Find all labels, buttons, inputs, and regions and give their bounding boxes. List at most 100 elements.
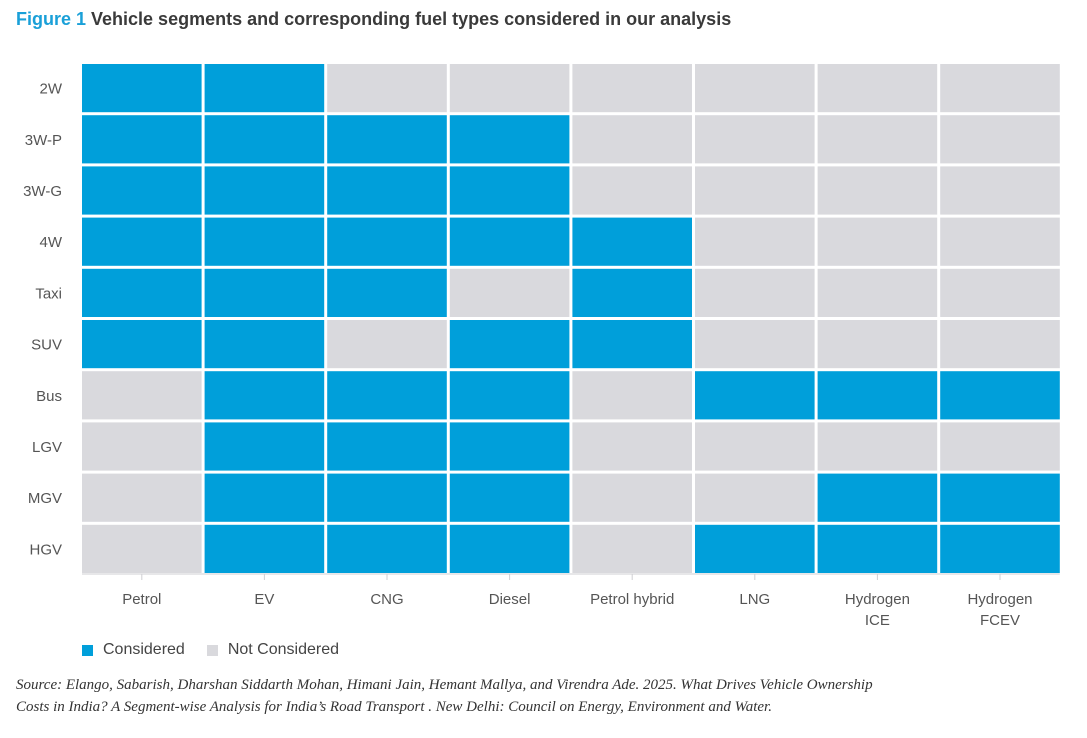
heatmap-cell	[449, 371, 570, 420]
heatmap-cell	[572, 320, 692, 369]
heatmap-cell	[572, 524, 692, 573]
heatmap-cell	[940, 473, 1060, 522]
heatmap-cell	[327, 422, 447, 471]
heatmap-chart: 2W 3W-P 3W-G 4W Taxi SUV Bus LGV MGV HGV Petrol EV C…	[23, 64, 1060, 629]
heatmap-cell	[817, 422, 938, 471]
heatmap-cell	[327, 473, 447, 522]
heatmap-cell	[817, 320, 938, 369]
heatmap-cell	[695, 217, 815, 266]
row-label: HGV	[29, 541, 62, 558]
heatmap-cell	[204, 524, 325, 573]
heatmap-cell	[817, 115, 938, 164]
heatmap-cell	[817, 217, 938, 266]
heatmap-cell	[449, 217, 570, 266]
heatmap-cell	[82, 268, 202, 317]
legend-item-not-considered: Not Considered	[206, 641, 339, 659]
column-label: Petrol hybrid	[590, 591, 674, 608]
row-label: MGV	[28, 490, 62, 507]
heatmap-cell	[940, 268, 1060, 317]
heatmap-cell	[449, 524, 570, 573]
column-label: ICE	[865, 612, 890, 629]
row-label: 3W-P	[25, 132, 62, 149]
heatmap-cell	[204, 371, 325, 420]
heatmap-cell	[572, 166, 692, 215]
column-label: Petrol	[122, 591, 161, 608]
heatmap-cell	[327, 320, 447, 369]
source-note: Source: Elango, Sabarish, Dharshan Sidda…	[16, 677, 873, 715]
heatmap-cell	[204, 217, 325, 266]
row-label: 3W-G	[23, 183, 62, 200]
heatmap-cell	[204, 64, 325, 113]
heatmap-cell	[940, 64, 1060, 113]
column-label: CNG	[370, 591, 403, 608]
heatmap-cell	[572, 422, 692, 471]
heatmap-cell	[940, 422, 1060, 471]
row-label: 2W	[40, 81, 63, 98]
heatmap-cell	[204, 320, 325, 369]
heatmap-cell	[940, 166, 1060, 215]
row-label: 4W	[40, 234, 63, 251]
heatmap-cell	[572, 64, 692, 113]
heatmap-cell	[82, 422, 202, 471]
heatmap-cell	[572, 268, 692, 317]
heatmap-cell	[940, 115, 1060, 164]
figure-title: Figure 1 Vehicle segments and correspondi…	[16, 9, 731, 30]
heatmap-cell	[82, 371, 202, 420]
heatmap-cell	[449, 166, 570, 215]
heatmap-cell	[82, 524, 202, 573]
heatmap-cell	[817, 166, 938, 215]
heatmap-cell	[327, 371, 447, 420]
heatmap-cell	[940, 320, 1060, 369]
column-label: EV	[254, 591, 274, 608]
heatmap-cell	[695, 524, 815, 573]
heatmap-cell	[449, 268, 570, 317]
heatmap-cell	[82, 320, 202, 369]
column-label: Hydrogen	[967, 591, 1032, 608]
heatmap-cell	[449, 320, 570, 369]
heatmap-cell	[204, 268, 325, 317]
heatmap-cell	[327, 268, 447, 317]
column-label: FCEV	[980, 612, 1020, 629]
heatmap-cell	[204, 115, 325, 164]
column-label: Hydrogen	[845, 591, 910, 608]
heatmap-cell	[449, 422, 570, 471]
figure-number: Figure 1	[16, 9, 87, 29]
legend: Considered Not Considered	[82, 641, 361, 659]
row-label: Bus	[36, 388, 62, 405]
heatmap-cell	[327, 524, 447, 573]
heatmap-cell	[817, 371, 938, 420]
heatmap-cell	[204, 166, 325, 215]
heatmap-cell	[327, 217, 447, 266]
heatmap-cell	[82, 115, 202, 164]
row-label: LGV	[32, 439, 62, 456]
heatmap-cell	[327, 64, 447, 113]
heatmap-cell	[449, 115, 570, 164]
heatmap-cell	[449, 473, 570, 522]
legend-label-considered: Considered	[103, 641, 185, 658]
heatmap-cell	[817, 64, 938, 113]
heatmap-cell	[82, 217, 202, 266]
column-label: Diesel	[489, 591, 531, 608]
legend-swatch-considered	[82, 644, 93, 656]
heatmap-cell	[82, 473, 202, 522]
heatmap-cell	[817, 268, 938, 317]
heatmap-cell	[817, 473, 938, 522]
heatmap-cell	[572, 217, 692, 266]
row-label: SUV	[31, 337, 62, 354]
heatmap-cell	[817, 524, 938, 573]
heatmap-cell	[82, 64, 202, 113]
heatmap-cell	[695, 166, 815, 215]
heatmap-cell	[695, 115, 815, 164]
heatmap-cell	[327, 115, 447, 164]
legend-swatch-not-considered	[206, 644, 218, 656]
legend-label-not-considered: Not Considered	[227, 641, 339, 658]
heatmap-cell	[572, 473, 692, 522]
heatmap-cell	[204, 473, 325, 522]
row-label: Taxi	[35, 285, 62, 302]
heatmap-cell	[695, 320, 815, 369]
heatmap-cell	[940, 217, 1060, 266]
legend-item-considered: Considered	[82, 641, 185, 659]
heatmap-cell	[327, 166, 447, 215]
figure-title-text: Vehicle segments and corresponding fuel …	[91, 9, 732, 29]
heatmap-cell	[695, 64, 815, 113]
